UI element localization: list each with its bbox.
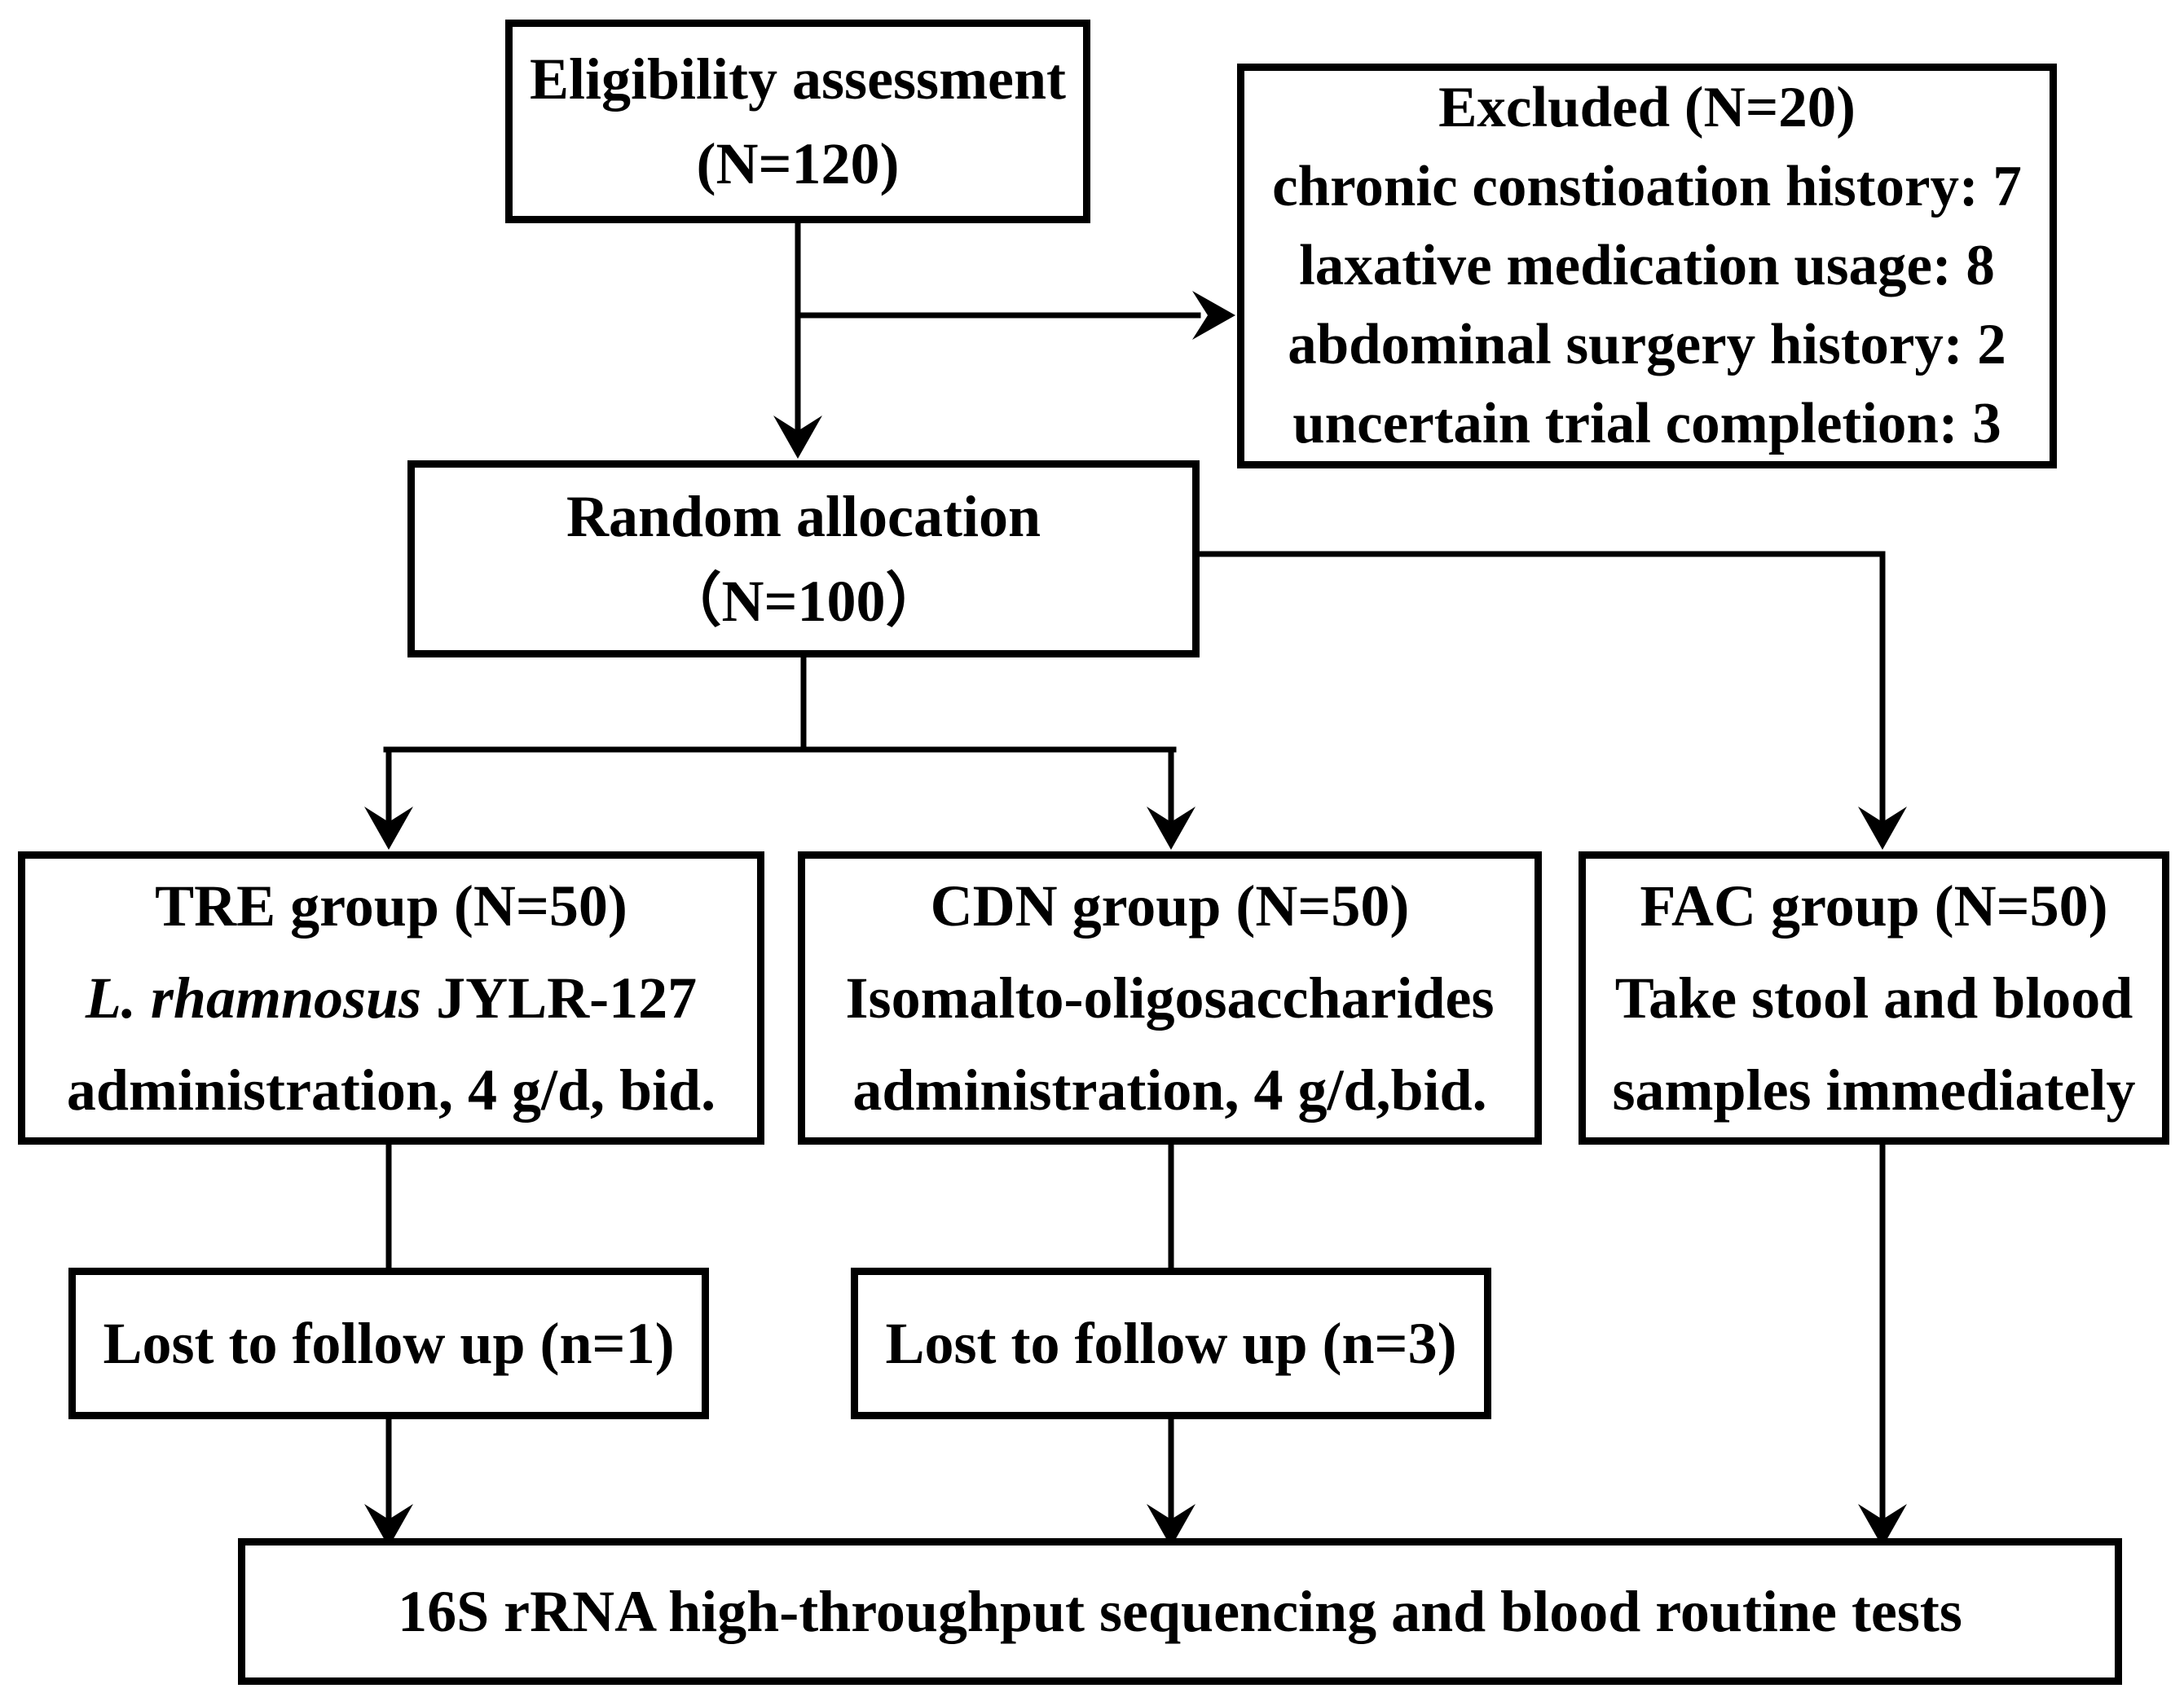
eligibility-line-1: Eligibility assessment bbox=[529, 46, 1067, 112]
cdn-group-box: CDN group (N=50) Isomalto-oligosaccharid… bbox=[798, 851, 1542, 1145]
arrowhead-outcome-left bbox=[364, 1504, 413, 1547]
arrowhead-into-random bbox=[773, 416, 822, 459]
excluded-reason-3: abdominal surgery history: 2 bbox=[1288, 313, 2006, 376]
cdn-line-2: Isomalto-oligosaccharides bbox=[845, 965, 1495, 1031]
outcome-line: 16S rRNA high-throughput sequencing and … bbox=[398, 1579, 1962, 1644]
excluded-reason-4: uncertain trial completion: 3 bbox=[1292, 392, 2001, 455]
fac-line-3: samples immediately bbox=[1612, 1057, 2136, 1123]
excluded-reason-1: chronic constioation history: 7 bbox=[1272, 155, 2022, 218]
arrowhead-into-cdn bbox=[1147, 807, 1195, 850]
lost-cdn-line: Lost to follow up (n=3) bbox=[885, 1311, 1457, 1376]
arrowhead-into-fac bbox=[1858, 807, 1907, 850]
fac-line-2: Take stool and blood bbox=[1614, 965, 2133, 1031]
eligibility-box: Eligibility assessment (N=120) bbox=[505, 20, 1090, 223]
excluded-box: Excluded (N=20) chronic constioation his… bbox=[1237, 64, 2057, 468]
outcome-box: 16S rRNA high-throughput sequencing and … bbox=[238, 1538, 2122, 1685]
lost-followup-cdn-box: Lost to follow up (n=3) bbox=[851, 1268, 1491, 1419]
fac-line-1: FAC group (N=50) bbox=[1640, 873, 2108, 939]
tre-line-2: L. rhamnosus JYLR-127 bbox=[86, 952, 697, 1044]
tre-group-box: TRE group (N=50) L. rhamnosus JYLR-127 a… bbox=[18, 851, 764, 1145]
random-line-2: （N=100） bbox=[663, 569, 944, 634]
arrowhead-into-excluded bbox=[1192, 291, 1235, 340]
arrowhead-outcome-right bbox=[1858, 1504, 1907, 1547]
eligibility-line-2: (N=120) bbox=[696, 131, 900, 196]
tre-strain-code: JYLR-127 bbox=[421, 965, 698, 1031]
excluded-title: Excluded (N=20) bbox=[1438, 76, 1856, 139]
tre-line-1: TRE group (N=50) bbox=[155, 873, 627, 939]
cdn-line-1: CDN group (N=50) bbox=[930, 873, 1410, 939]
arrowhead-outcome-middle bbox=[1147, 1504, 1195, 1547]
cdn-line-3: administration, 4 g/d,bid. bbox=[852, 1057, 1487, 1123]
lost-followup-tre-box: Lost to follow up (n=1) bbox=[68, 1268, 709, 1419]
lost-tre-line: Lost to follow up (n=1) bbox=[103, 1311, 675, 1376]
random-line-1: Random allocation bbox=[566, 484, 1041, 549]
random-allocation-box: Random allocation （N=100） bbox=[407, 460, 1200, 657]
fac-group-box: FAC group (N=50) Take stool and blood sa… bbox=[1579, 851, 2169, 1145]
excluded-reason-2: laxative medication usage: 8 bbox=[1299, 234, 1995, 297]
tre-strain-italic: L. rhamnosus bbox=[85, 965, 422, 1031]
arrowhead-into-tre bbox=[364, 807, 413, 850]
tre-line-3: administration, 4 g/d, bid. bbox=[66, 1057, 716, 1123]
